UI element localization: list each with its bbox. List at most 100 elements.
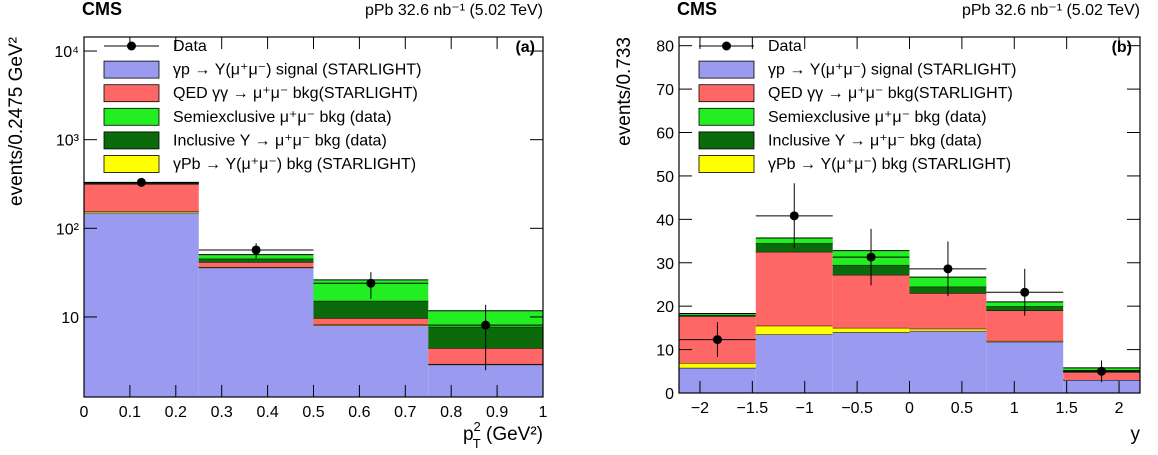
x-axis-label-part: (GeV²) bbox=[481, 424, 543, 445]
stack-segment bbox=[198, 267, 314, 397]
data-point bbox=[712, 335, 722, 345]
x-axis-label-part: 2 bbox=[474, 419, 481, 434]
panel-label: (a) bbox=[515, 39, 535, 56]
x-tick-label: 0.9 bbox=[486, 404, 508, 421]
x-tick-label: 0 bbox=[80, 404, 89, 421]
y-tick-label: 50 bbox=[656, 169, 674, 186]
y-axis-label: events/0.733 bbox=[614, 37, 635, 146]
y-tick-label: 10⁴ bbox=[54, 44, 79, 61]
legend-swatch bbox=[103, 60, 160, 79]
stack-segment bbox=[755, 334, 833, 393]
stack-segment bbox=[832, 332, 910, 393]
stack-segment bbox=[755, 251, 833, 326]
x-tick-label: 2 bbox=[1115, 400, 1124, 417]
legend-label: Inclusive Υ → μ⁺μ⁻ bkg (data) bbox=[173, 132, 387, 149]
lumi-label: pPb 32.6 nb⁻¹ (5.02 TeV) bbox=[962, 2, 1140, 19]
x-tick-label: 1 bbox=[539, 404, 548, 421]
y-tick-label: 10³ bbox=[56, 133, 80, 150]
x-axis-label: p2 T (GeV²) bbox=[463, 419, 543, 451]
stack-segment bbox=[909, 328, 987, 331]
legend-swatch bbox=[698, 131, 755, 150]
data-point bbox=[136, 177, 146, 187]
legend-swatch bbox=[698, 60, 755, 79]
stack-segment bbox=[679, 314, 756, 317]
legend-label: γp → Υ(μ⁺μ⁻) signal (STARLIGHT) bbox=[768, 62, 1016, 79]
stack-segment bbox=[755, 325, 833, 335]
x-tick-label: 0.1 bbox=[119, 404, 141, 421]
data-point bbox=[481, 320, 491, 330]
legend-swatch bbox=[698, 155, 755, 173]
x-axis-label-part: y bbox=[1131, 424, 1141, 445]
x-axis-label-part: p bbox=[463, 424, 474, 445]
y-tick-label: 70 bbox=[656, 82, 674, 99]
experiment-label: CMS bbox=[82, 0, 122, 19]
legend-swatch bbox=[103, 107, 160, 126]
data-point bbox=[866, 252, 876, 262]
legend-label: γp → Υ(μ⁺μ⁻) signal (STARLIGHT) bbox=[173, 62, 421, 79]
y-tick-label: 10 bbox=[656, 343, 674, 360]
stack-segment bbox=[909, 293, 987, 329]
x-tick-label: 0 bbox=[905, 400, 914, 417]
x-tick-label: −1.5 bbox=[737, 400, 769, 417]
data-point bbox=[1097, 366, 1107, 376]
data-point bbox=[251, 245, 261, 255]
stack-segment bbox=[679, 313, 756, 315]
x-tick-label: −2 bbox=[691, 400, 709, 417]
legend-label: Semiexclusive μ⁺μ⁻ bkg (data) bbox=[173, 109, 392, 126]
stack-segment bbox=[986, 341, 1064, 393]
panel: −2 −1.5 −1 −0.5 0 0.5 1 1.5 201020304050607080CM… bbox=[614, 0, 1141, 445]
legend-label: Semiexclusive μ⁺μ⁻ bkg (data) bbox=[768, 109, 987, 126]
y-tick-label: 60 bbox=[656, 126, 674, 143]
stack-segment bbox=[679, 363, 756, 368]
legend-swatch bbox=[698, 84, 755, 103]
y-axis-label: events/0.2475 GeV² bbox=[6, 37, 27, 206]
legend-swatch bbox=[698, 107, 755, 126]
stack-segment bbox=[198, 258, 314, 263]
x-tick-label: 0.7 bbox=[394, 404, 416, 421]
x-tick-label: −1 bbox=[796, 400, 814, 417]
stack-segment bbox=[198, 262, 314, 268]
y-tick-label: 80 bbox=[656, 39, 674, 56]
x-tick-label: 0.8 bbox=[440, 404, 462, 421]
y-tick-label: 20 bbox=[656, 299, 674, 316]
x-tick-label: −0.5 bbox=[841, 400, 873, 417]
legend-label: Inclusive Υ → μ⁺μ⁻ bkg (data) bbox=[768, 132, 982, 149]
data-point bbox=[1020, 287, 1030, 297]
x-axis-label-part: T bbox=[473, 436, 481, 451]
y-tick-label: 10 bbox=[61, 310, 79, 327]
legend-data-marker bbox=[127, 41, 136, 51]
x-tick-label: 0.5 bbox=[951, 400, 973, 417]
stack-segment bbox=[832, 327, 910, 333]
legend-label: QED γγ → μ⁺μ⁻ bkg(STARLIGHT) bbox=[173, 85, 418, 102]
legend-label: γPb → Υ(μ⁺μ⁻) bkg (STARLIGHT) bbox=[173, 156, 416, 173]
y-tick-label: 10² bbox=[56, 221, 80, 238]
x-tick-label: 1 bbox=[1010, 400, 1019, 417]
legend-swatch bbox=[103, 84, 160, 103]
stack-segment bbox=[313, 300, 429, 319]
stack-segment bbox=[313, 325, 429, 397]
legend-label: Data bbox=[173, 38, 207, 55]
x-tick-label: 0.2 bbox=[165, 404, 187, 421]
y-tick-label: 0 bbox=[665, 386, 674, 403]
y-tick-label: 40 bbox=[656, 212, 674, 229]
stack-segment bbox=[1063, 379, 1140, 393]
experiment-label: CMS bbox=[677, 0, 717, 19]
y-tick-label: 30 bbox=[656, 256, 674, 273]
stack-segment bbox=[313, 318, 429, 325]
legend-swatch bbox=[103, 131, 160, 150]
x-tick-label: 0.5 bbox=[302, 404, 324, 421]
legend-swatch bbox=[103, 155, 160, 173]
legend-label: QED γγ → μ⁺μ⁻ bkg(STARLIGHT) bbox=[768, 85, 1013, 102]
x-tick-label: 0.4 bbox=[256, 404, 278, 421]
legend-label: γPb → Υ(μ⁺μ⁻) bkg (STARLIGHT) bbox=[768, 156, 1011, 173]
x-tick-label: 0.3 bbox=[211, 404, 233, 421]
stack-segment bbox=[84, 211, 199, 213]
data-point bbox=[366, 278, 376, 288]
x-tick-label: 0.6 bbox=[348, 404, 370, 421]
stack-segment bbox=[909, 330, 987, 393]
data-point bbox=[789, 211, 799, 221]
panel-label: (b) bbox=[1112, 39, 1132, 56]
stack-segment bbox=[84, 184, 199, 212]
panel: 0 0.1 0.2 0.3 0.4 0.5 0.6 0.7 0.8 0.9 1 10 10² 10³ 10⁴… bbox=[6, 0, 548, 451]
